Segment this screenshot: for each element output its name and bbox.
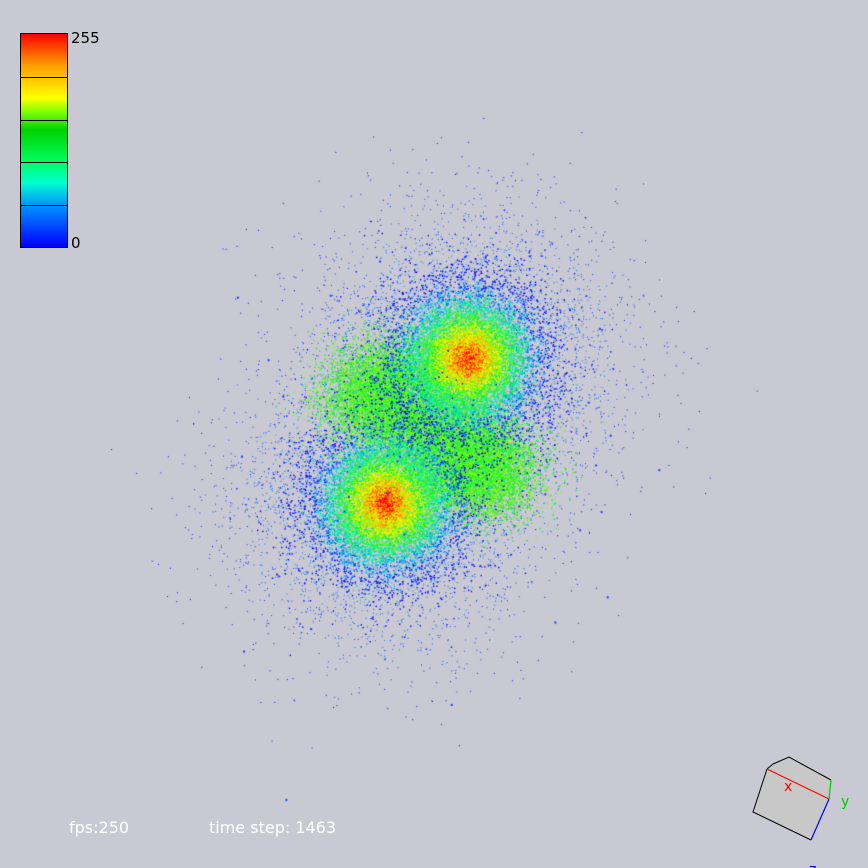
colorbar-min-label: 0 — [71, 234, 81, 252]
gizmo-z-label: z — [809, 862, 816, 868]
gizmo-y-axis — [828, 779, 832, 800]
colorbar-max-label: 255 — [71, 29, 100, 47]
time-step-counter: time step: 1463 — [209, 818, 337, 837]
gizmo-x-axis — [766, 768, 830, 800]
axes-orientation-gizmo[interactable]: x y z — [745, 750, 865, 868]
gizmo-edge — [766, 763, 774, 770]
gizmo-edge — [752, 768, 812, 841]
gizmo-y-label: y — [841, 794, 849, 810]
colorbar-divider — [21, 205, 67, 206]
fps-counter: fps:250 — [69, 818, 130, 837]
gizmo-edge — [772, 756, 832, 781]
colorbar-divider — [21, 77, 67, 78]
colorbar — [20, 33, 68, 248]
gizmo-x-label: x — [784, 779, 792, 795]
gizmo-z-axis — [810, 798, 830, 841]
colorbar-divider — [21, 120, 67, 121]
colorbar-divider — [21, 162, 67, 163]
gizmo-cube-face — [753, 757, 831, 840]
